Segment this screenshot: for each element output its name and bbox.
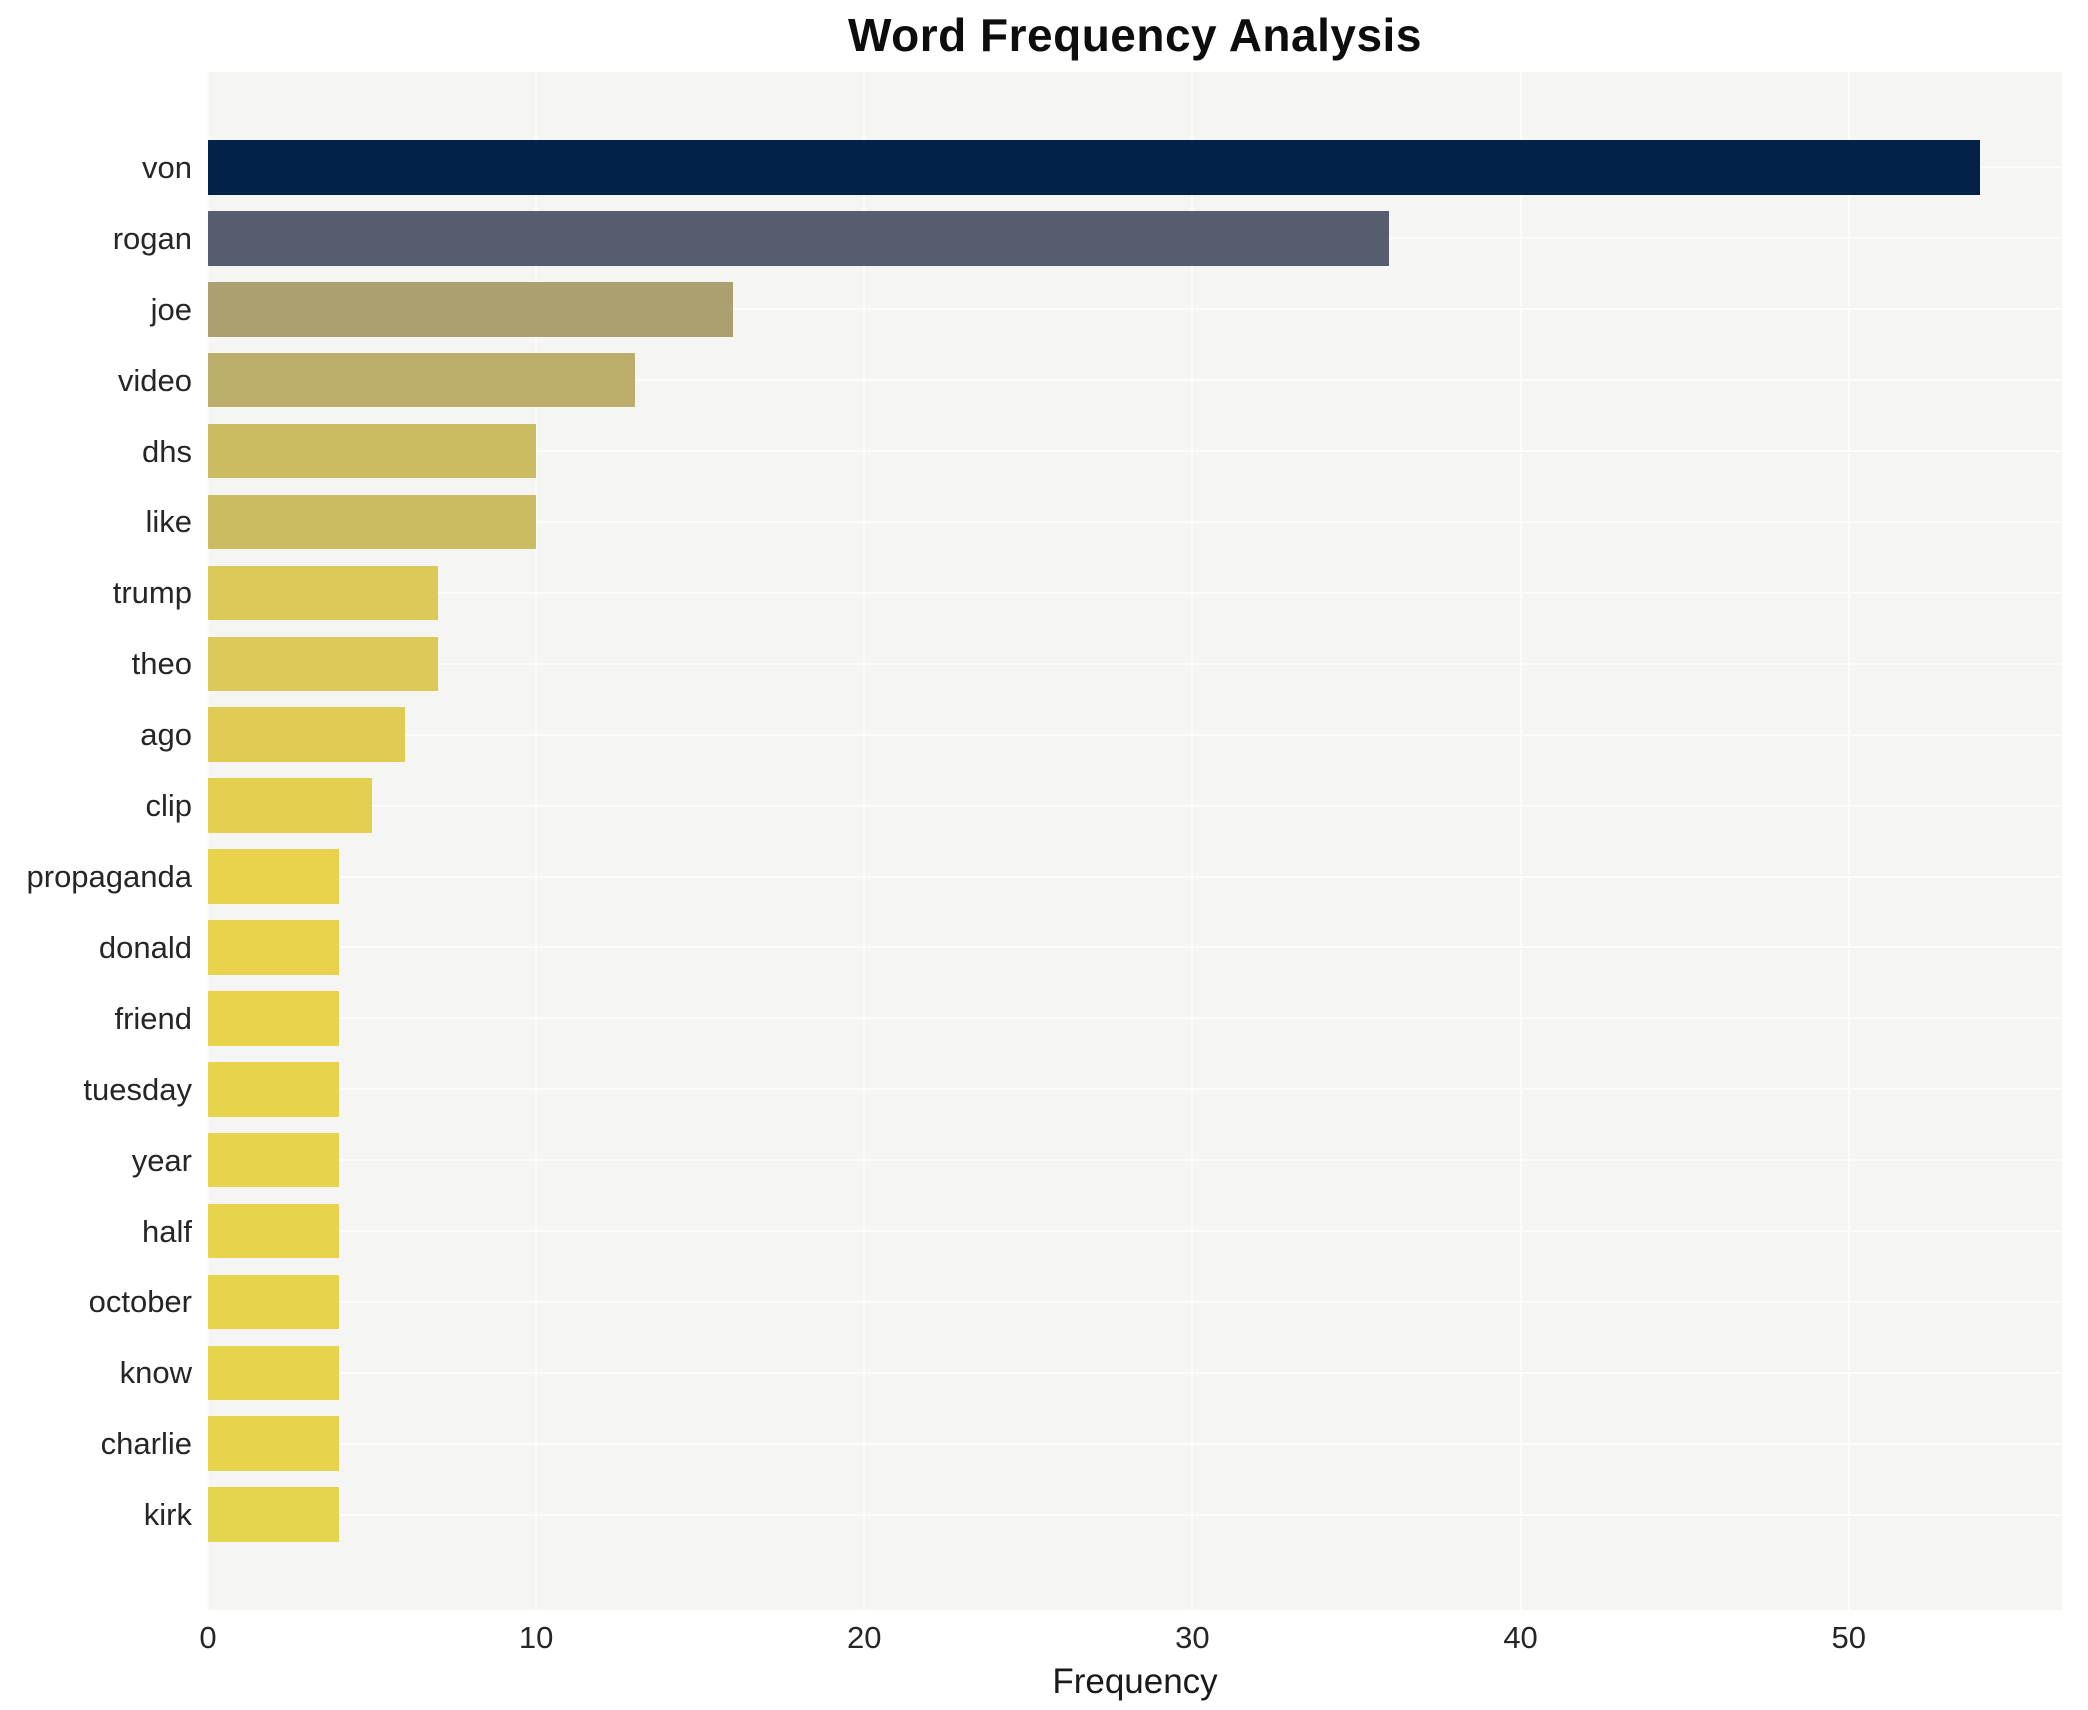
vertical-gridline bbox=[207, 72, 209, 1610]
category-label: october bbox=[88, 1284, 192, 1320]
frequency-bar-charlie bbox=[208, 1416, 340, 1472]
category-label: like bbox=[145, 504, 192, 540]
frequency-bar-video bbox=[208, 352, 635, 408]
frequency-bar-friend bbox=[208, 991, 340, 1046]
x-axis-label: Frequency bbox=[1052, 1662, 1218, 1701]
horizontal-gridline bbox=[208, 450, 2062, 453]
horizontal-gridline bbox=[208, 591, 2062, 594]
category-label: theo bbox=[131, 646, 192, 682]
bar-row: half bbox=[142, 1196, 2062, 1267]
frequency-bar-tuesday bbox=[208, 1061, 340, 1117]
bar-row: know bbox=[120, 1337, 2062, 1408]
frequency-bar-half bbox=[208, 1203, 340, 1259]
category-label: know bbox=[119, 1355, 192, 1391]
bar-row: like bbox=[145, 487, 2062, 558]
frequency-bar-propaganda bbox=[208, 849, 340, 904]
plot-area: von rogan joe video dhs like trump theo bbox=[27, 72, 2062, 1610]
x-tick-40: 40 bbox=[1503, 1620, 1538, 1655]
frequency-bar-ago bbox=[208, 707, 405, 762]
category-label: donald bbox=[98, 929, 192, 965]
bar-row: propaganda bbox=[27, 841, 2062, 912]
category-label: dhs bbox=[142, 433, 192, 469]
bar-rows: von rogan joe video dhs like trump theo bbox=[27, 132, 2062, 1550]
vertical-gridline bbox=[1191, 72, 1194, 1610]
category-label: ago bbox=[140, 717, 192, 753]
category-label: von bbox=[142, 149, 192, 185]
x-axis-ticks: 0 10 20 30 40 50 bbox=[199, 1620, 2062, 1660]
frequency-bar-year bbox=[208, 1132, 340, 1188]
vertical-gridline bbox=[535, 72, 538, 1610]
x-tick-20: 20 bbox=[847, 1620, 882, 1655]
frequency-bar-theo bbox=[208, 636, 438, 692]
horizontal-gridline bbox=[208, 1300, 2062, 1303]
category-label: year bbox=[131, 1142, 192, 1178]
horizontal-gridline bbox=[208, 662, 2062, 665]
frequency-bar-like bbox=[208, 494, 537, 550]
frequency-bar-kirk bbox=[208, 1487, 340, 1542]
category-label: friend bbox=[114, 1000, 192, 1036]
frequency-bar-dhs bbox=[208, 423, 537, 479]
category-label: kirk bbox=[143, 1497, 192, 1533]
x-tick-0: 0 bbox=[199, 1620, 217, 1655]
bar-row: charlie bbox=[101, 1408, 2062, 1479]
vertical-gridline bbox=[1847, 72, 1850, 1610]
frequency-bar-trump bbox=[208, 565, 438, 621]
bar-row: donald bbox=[99, 912, 2062, 983]
bar-row: von bbox=[142, 132, 2062, 203]
horizontal-gridline bbox=[208, 1513, 2062, 1516]
bar-row: year bbox=[132, 1125, 2062, 1196]
horizontal-gridline bbox=[208, 520, 2062, 523]
bar-row: joe bbox=[151, 274, 2062, 345]
horizontal-gridline bbox=[208, 946, 2062, 949]
horizontal-gridline bbox=[208, 733, 2062, 736]
vertical-gridline bbox=[1519, 72, 1522, 1610]
bar-row: video bbox=[118, 345, 2062, 416]
bar-row: ago bbox=[140, 699, 2062, 770]
frequency-bar-clip bbox=[208, 778, 373, 833]
bar-row: dhs bbox=[142, 416, 2062, 487]
frequency-bar-donald bbox=[208, 920, 340, 975]
category-label: charlie bbox=[100, 1426, 192, 1462]
bar-row: theo bbox=[132, 628, 2062, 699]
bar-row: friend bbox=[114, 983, 2062, 1054]
frequency-bar-von bbox=[208, 140, 1980, 195]
x-tick-30: 30 bbox=[1175, 1620, 1210, 1655]
horizontal-gridline bbox=[208, 1159, 2062, 1162]
bar-row: trump bbox=[113, 557, 2062, 628]
frequency-bar-know bbox=[208, 1345, 340, 1401]
frequency-bar-joe bbox=[208, 281, 734, 337]
category-label: half bbox=[142, 1213, 192, 1249]
x-tick-10: 10 bbox=[518, 1620, 554, 1655]
horizontal-gridline bbox=[208, 1088, 2062, 1091]
category-label: propaganda bbox=[26, 859, 193, 895]
bar-row: rogan bbox=[113, 203, 2062, 274]
category-label: tuesday bbox=[83, 1071, 192, 1107]
category-label: clip bbox=[145, 788, 192, 824]
bar-row: clip bbox=[145, 770, 2062, 841]
horizontal-gridline bbox=[208, 875, 2062, 878]
chart-title: Word Frequency Analysis bbox=[848, 9, 1422, 61]
x-tick-50: 50 bbox=[1831, 1620, 1866, 1655]
category-label: trump bbox=[112, 575, 192, 611]
horizontal-gridline bbox=[208, 379, 2062, 382]
frequency-bar-rogan bbox=[208, 211, 1390, 266]
bar-row: october bbox=[89, 1267, 2062, 1338]
category-label: video bbox=[117, 362, 192, 398]
horizontal-gridline bbox=[208, 1017, 2062, 1020]
vertical-gridline bbox=[863, 72, 866, 1610]
horizontal-gridline bbox=[208, 308, 2062, 311]
horizontal-gridline bbox=[208, 804, 2062, 807]
category-label: joe bbox=[150, 291, 192, 327]
category-label: rogan bbox=[112, 220, 192, 256]
horizontal-gridline bbox=[208, 1230, 2062, 1233]
bar-row: kirk bbox=[144, 1479, 2062, 1550]
bar-row: tuesday bbox=[83, 1054, 2062, 1125]
horizontal-gridline bbox=[208, 1371, 2062, 1374]
horizontal-gridline bbox=[208, 1442, 2062, 1445]
frequency-bar-october bbox=[208, 1274, 340, 1330]
